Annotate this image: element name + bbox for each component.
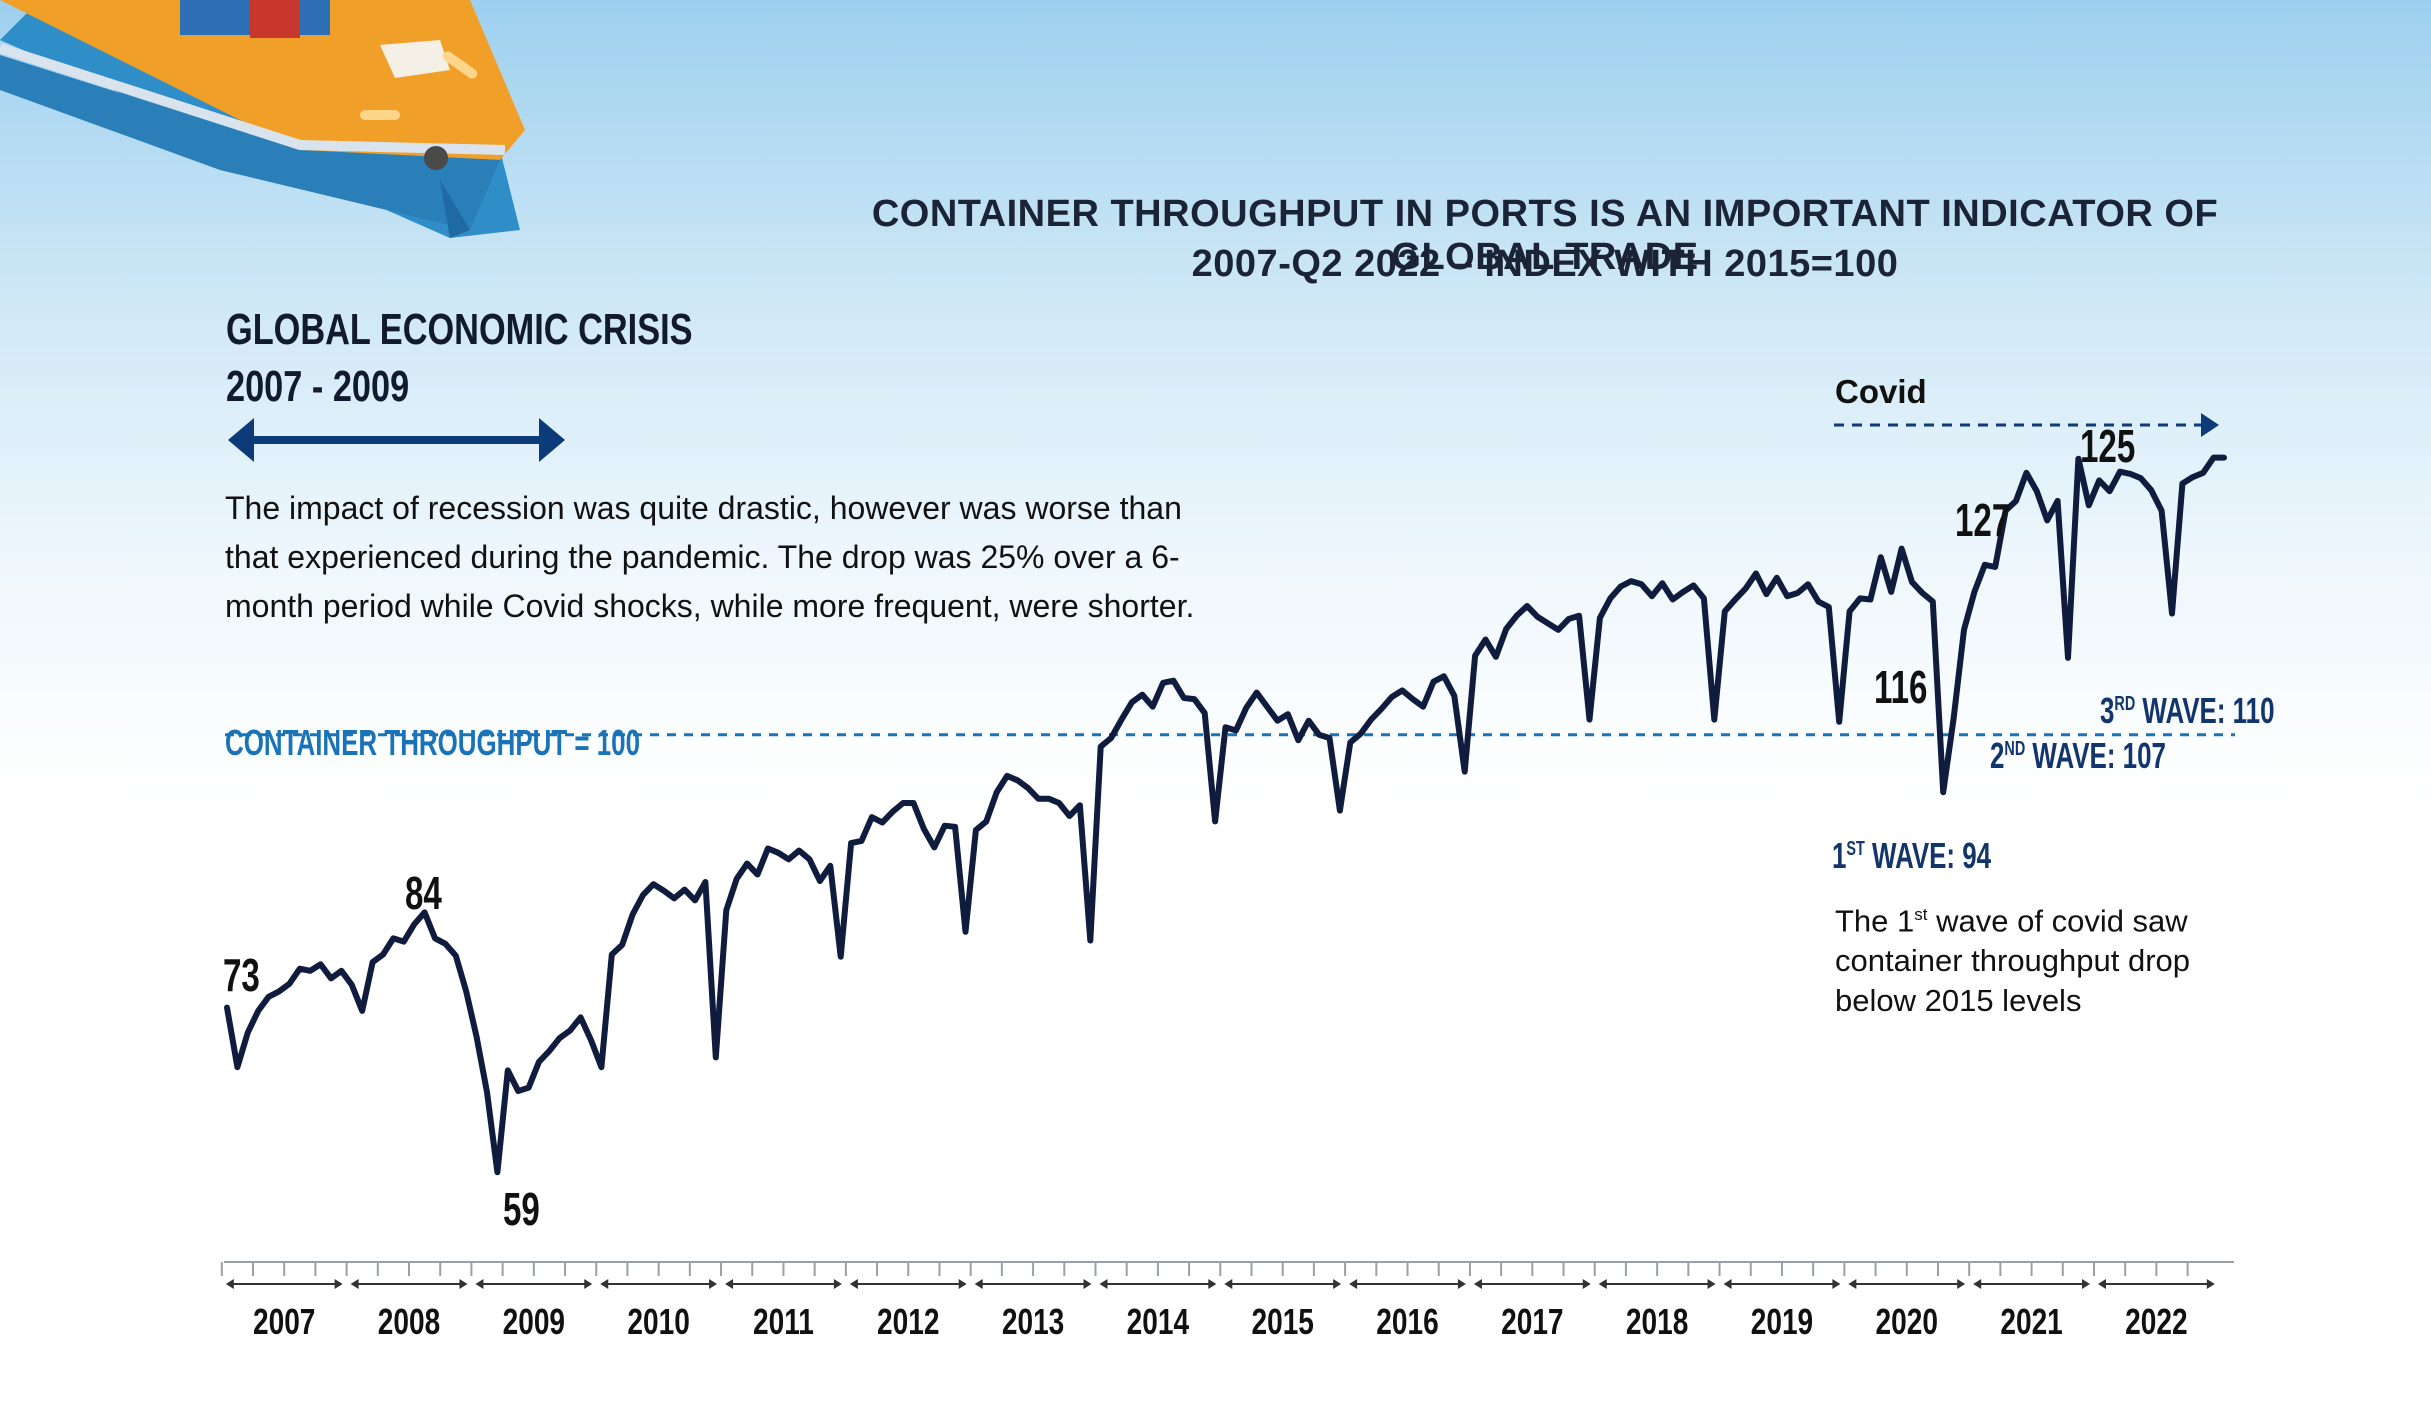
year-bracket-head (600, 1279, 609, 1289)
year-bracket-head (1598, 1279, 1607, 1289)
baseline-label: CONTAINER THROUGHPUT = 100 (225, 722, 641, 763)
year-bracket-head (1832, 1279, 1841, 1289)
covid-note: The 1st wave of covid saw container thro… (1835, 903, 2191, 1019)
peak-label: 125 (2079, 420, 2135, 473)
x-tick-label: 2008 (378, 1302, 440, 1342)
series-line (224, 454, 2227, 1176)
year-bracket-head (2206, 1279, 2215, 1289)
second-wave-label: 2ND WAVE: 107 (1990, 735, 2166, 776)
year-bracket-head (584, 1279, 593, 1289)
year-bracket-head (1349, 1279, 1358, 1289)
year-bracket-head (1224, 1279, 1233, 1289)
peak-label: 84 (405, 867, 442, 920)
year-bracket-head (1333, 1279, 1342, 1289)
x-tick-label: 2015 (1251, 1302, 1313, 1342)
year-bracket-head (974, 1279, 983, 1289)
first-wave-label: 1ST WAVE: 94 (1832, 835, 1992, 876)
year-bracket-head (1083, 1279, 1092, 1289)
x-tick-label: 2016 (1376, 1302, 1438, 1342)
x-tick-label: 2021 (2000, 1302, 2062, 1342)
peak-label: 73 (223, 948, 260, 1001)
year-bracket-head (350, 1279, 359, 1289)
year-bracket-head (1973, 1279, 1982, 1289)
peak-label: 116 (1874, 660, 1928, 713)
x-tick-label: 2013 (1002, 1302, 1064, 1342)
year-bracket-head (2081, 1279, 2090, 1289)
crisis-period-arrow (228, 418, 565, 462)
year-bracket-head (1848, 1279, 1857, 1289)
year-bracket-head (225, 1279, 234, 1289)
x-tick-label: 2011 (753, 1302, 814, 1342)
year-bracket-head (1473, 1279, 1482, 1289)
peak-label: 127 (1954, 493, 2011, 546)
x-tick-label: 2007 (253, 1302, 315, 1342)
third-wave-label: 3RD WAVE: 110 (2100, 690, 2275, 731)
x-tick-label: 2010 (627, 1302, 689, 1342)
peak-label: 59 (503, 1183, 541, 1236)
covid-arrow-head (2201, 413, 2219, 437)
year-bracket-head (1957, 1279, 1966, 1289)
year-bracket-head (725, 1279, 734, 1289)
year-bracket-head (334, 1279, 343, 1289)
x-tick-label: 2009 (503, 1302, 565, 1342)
year-bracket-head (709, 1279, 718, 1289)
crisis-heading: GLOBAL ECONOMIC CRISIS (226, 305, 693, 354)
year-bracket-head (1457, 1279, 1466, 1289)
x-tick-label: 2019 (1751, 1302, 1813, 1342)
x-tick-label: 2020 (1876, 1302, 1938, 1342)
x-tick-label: 2012 (877, 1302, 939, 1342)
year-bracket-head (1582, 1279, 1591, 1289)
crisis-years: 2007 - 2009 (226, 362, 410, 411)
x-axis: 2007 2008 2009 2010 2011 2012 2013 2014 2015 2016… (220, 1261, 2234, 1342)
year-bracket-head (2097, 1279, 2106, 1289)
container-ship-illustration (0, 0, 525, 238)
x-tick-label: 2018 (1626, 1302, 1688, 1342)
x-tick-label: 2022 (2125, 1302, 2187, 1342)
year-bracket-head (475, 1279, 484, 1289)
year-bracket-head (849, 1279, 858, 1289)
year-bracket-head (1208, 1279, 1217, 1289)
year-bracket-head (1707, 1279, 1716, 1289)
chart-title-line2: 2007-Q2 2022 – INDEX WITH 2015=100 (1191, 243, 1899, 285)
x-tick-label: 2014 (1127, 1302, 1189, 1342)
year-bracket-head (1723, 1279, 1732, 1289)
covid-label: Covid (1835, 373, 1927, 410)
crisis-description: The impact of recession was quite drasti… (225, 490, 1195, 624)
year-bracket-head (958, 1279, 967, 1289)
year-bracket-head (1099, 1279, 1108, 1289)
x-tick-label: 2017 (1501, 1302, 1563, 1342)
year-bracket-head (459, 1279, 468, 1289)
year-bracket-head (833, 1279, 842, 1289)
chart-title-line1: CONTAINER THROUGHPUT IN PORTS IS AN IMPO… (871, 193, 2219, 278)
